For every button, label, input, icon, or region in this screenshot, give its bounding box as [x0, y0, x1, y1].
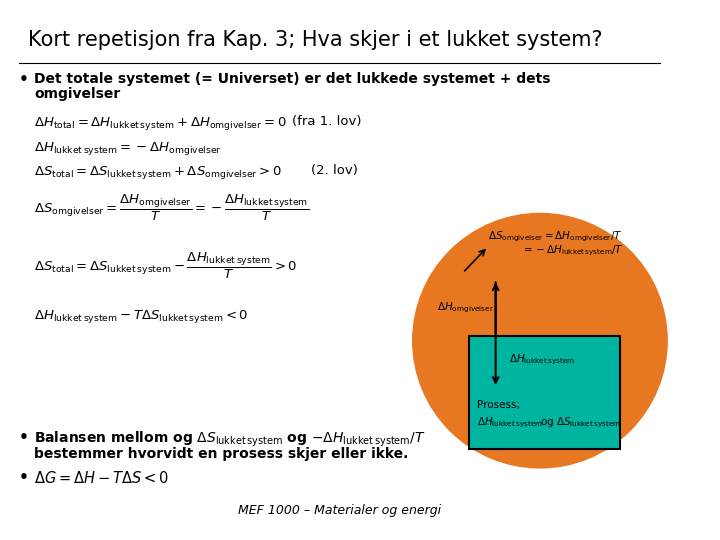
Text: bestemmer hvorvidt en prosess skjer eller ikke.: bestemmer hvorvidt en prosess skjer elle…: [34, 447, 408, 461]
Text: og $\Delta S_{\rm lukket\,system}$: og $\Delta S_{\rm lukket\,system}$: [540, 415, 621, 429]
Text: $\Delta H_{\rm lukket\,system} = -\Delta H_{\rm omgivelser}$: $\Delta H_{\rm lukket\,system} = -\Delta…: [34, 140, 222, 157]
Text: $\Delta H_{\rm lukket\,system} - T\Delta S_{\rm lukket\,system} < 0$: $\Delta H_{\rm lukket\,system} - T\Delta…: [34, 308, 248, 325]
Text: omgivelser: omgivelser: [34, 87, 120, 101]
Text: $\Delta H_{\rm total} = \Delta H_{\rm lukket\,system} + \Delta H_{\rm omgivelser: $\Delta H_{\rm total} = \Delta H_{\rm lu…: [34, 114, 287, 132]
Text: $\Delta S_{\rm omgivelser} = \dfrac{\Delta H_{\rm omgivelser}}{T} = -\dfrac{\Del: $\Delta S_{\rm omgivelser} = \dfrac{\Del…: [34, 193, 309, 223]
Text: $= -\Delta H_{\rm lukket\,system}/T$: $= -\Delta H_{\rm lukket\,system}/T$: [521, 244, 624, 258]
Text: $\Delta S_{\rm total} = \Delta S_{\rm lukket\,system} - \dfrac{\Delta H_{\rm luk: $\Delta S_{\rm total} = \Delta S_{\rm lu…: [34, 251, 297, 281]
Text: Balansen mellom og $\Delta S_{\rm lukket\,system}$ og $-\Delta H_{\rm lukket\,sy: Balansen mellom og $\Delta S_{\rm lukket…: [34, 430, 426, 449]
Text: •: •: [19, 430, 29, 445]
Text: $\Delta S_{\rm total} = \Delta S_{\rm lukket\,system} + \Delta S_{\rm omgivelser: $\Delta S_{\rm total} = \Delta S_{\rm lu…: [34, 165, 282, 181]
Text: $\Delta H_{\rm omgivelser}$: $\Delta H_{\rm omgivelser}$: [437, 300, 495, 315]
Text: Kort repetisjon fra Kap. 3; Hva skjer i et lukket system?: Kort repetisjon fra Kap. 3; Hva skjer i …: [28, 30, 603, 50]
Text: (fra 1. lov): (fra 1. lov): [292, 114, 361, 127]
Text: Det totale systemet (= Universet) er det lukkede systemet + dets: Det totale systemet (= Universet) er det…: [34, 72, 550, 86]
Text: •: •: [19, 72, 29, 87]
Circle shape: [413, 213, 667, 468]
Text: $\Delta H_{\rm lukket\,system}$: $\Delta H_{\rm lukket\,system}$: [509, 353, 575, 367]
Text: •: •: [19, 470, 29, 485]
Text: $\Delta G = \Delta H - T\Delta S < 0$: $\Delta G = \Delta H - T\Delta S < 0$: [34, 470, 168, 486]
Text: MEF 1000 – Materialer og energi: MEF 1000 – Materialer og energi: [238, 504, 441, 517]
FancyBboxPatch shape: [469, 336, 620, 449]
Text: Prosess;: Prosess;: [477, 400, 520, 410]
Text: (2. lov): (2. lov): [311, 165, 358, 178]
Text: $\Delta S_{\rm omgivelser} = \Delta H_{\rm omgivelser}/T$: $\Delta S_{\rm omgivelser} = \Delta H_{\…: [488, 230, 623, 244]
Text: $\Delta H_{\rm lukket\,system}$: $\Delta H_{\rm lukket\,system}$: [477, 415, 543, 429]
